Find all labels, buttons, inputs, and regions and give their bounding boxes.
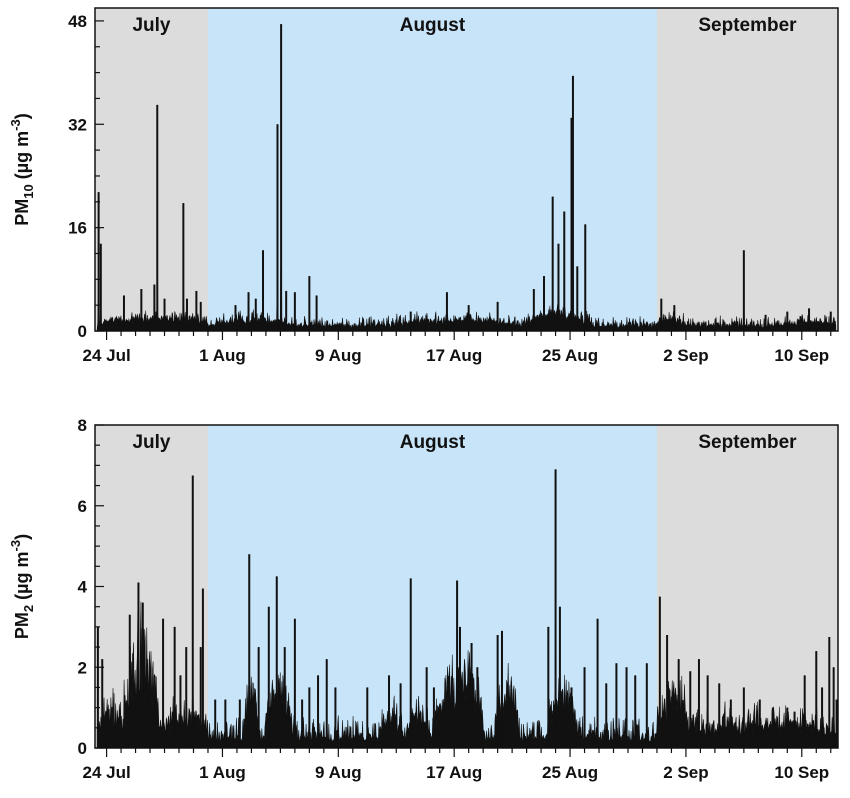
pm10-ytick-label: 16 [68,219,87,238]
pm10-series-area [96,24,837,332]
pm2-ytick-label: 8 [78,416,87,435]
pm2-xtick-label: 10 Sep [774,763,829,782]
pm2-month-band-september [656,425,838,748]
pm2-panel: July August September 0 2 4 6 8 24 Jul 1 Aug 9 Aug… [8,416,839,782]
pm10-month-label-august: August [400,15,466,36]
pm2-xtick-label: 1 Aug [199,763,246,782]
pm10-month-label-july: July [132,15,170,36]
pm10-xtick-label: 17 Aug [426,346,482,365]
pm10-ylabel: PM10 (µg m-3) [8,113,36,225]
pm10-ytick-label: 48 [68,12,87,31]
pm2-month-label-august: August [400,432,466,453]
pm10-panel: July August September 0 16 32 48 24 Jul 1 Aug 9 A… [8,7,839,365]
pm2-series-area [96,469,838,749]
pm10-month-label-september: September [698,15,797,36]
pm10-ytick-label: 0 [78,322,87,341]
pm2-ytick-label: 4 [78,578,88,597]
pm10-xtick-label: 1 Aug [199,346,246,365]
pm10-xtick-label: 9 Aug [315,346,362,365]
pm10-xtick-label: 24 Jul [82,346,130,365]
pm10-xtick-label: 25 Aug [542,346,598,365]
pm2-ytick-label: 2 [78,658,87,677]
pm2-ytick-label: 6 [78,497,87,516]
pm2-xtick-label: 2 Sep [663,763,708,782]
pm2-month-label-july: July [132,432,170,453]
pm10-xtick-label: 10 Sep [774,346,829,365]
pm2-ytick-label: 0 [78,739,87,758]
pm2-xtick-label: 9 Aug [315,763,362,782]
pm10-month-band-august [207,8,657,331]
pm10-ytick-label: 32 [68,115,87,134]
pm10-month-band-september [656,8,838,331]
pm10-month-band-july [95,8,208,331]
pm2-month-label-september: September [698,432,797,453]
pm2-xtick-label: 25 Aug [542,763,598,782]
pm2-xtick-label: 17 Aug [426,763,482,782]
pm10-plot-frame [94,7,839,332]
pm2-xtick-label: 24 Jul [82,763,130,782]
pm2-ylabel: PM2 (µg m-3) [8,534,36,639]
pm10-xtick-label: 2 Sep [663,346,708,365]
